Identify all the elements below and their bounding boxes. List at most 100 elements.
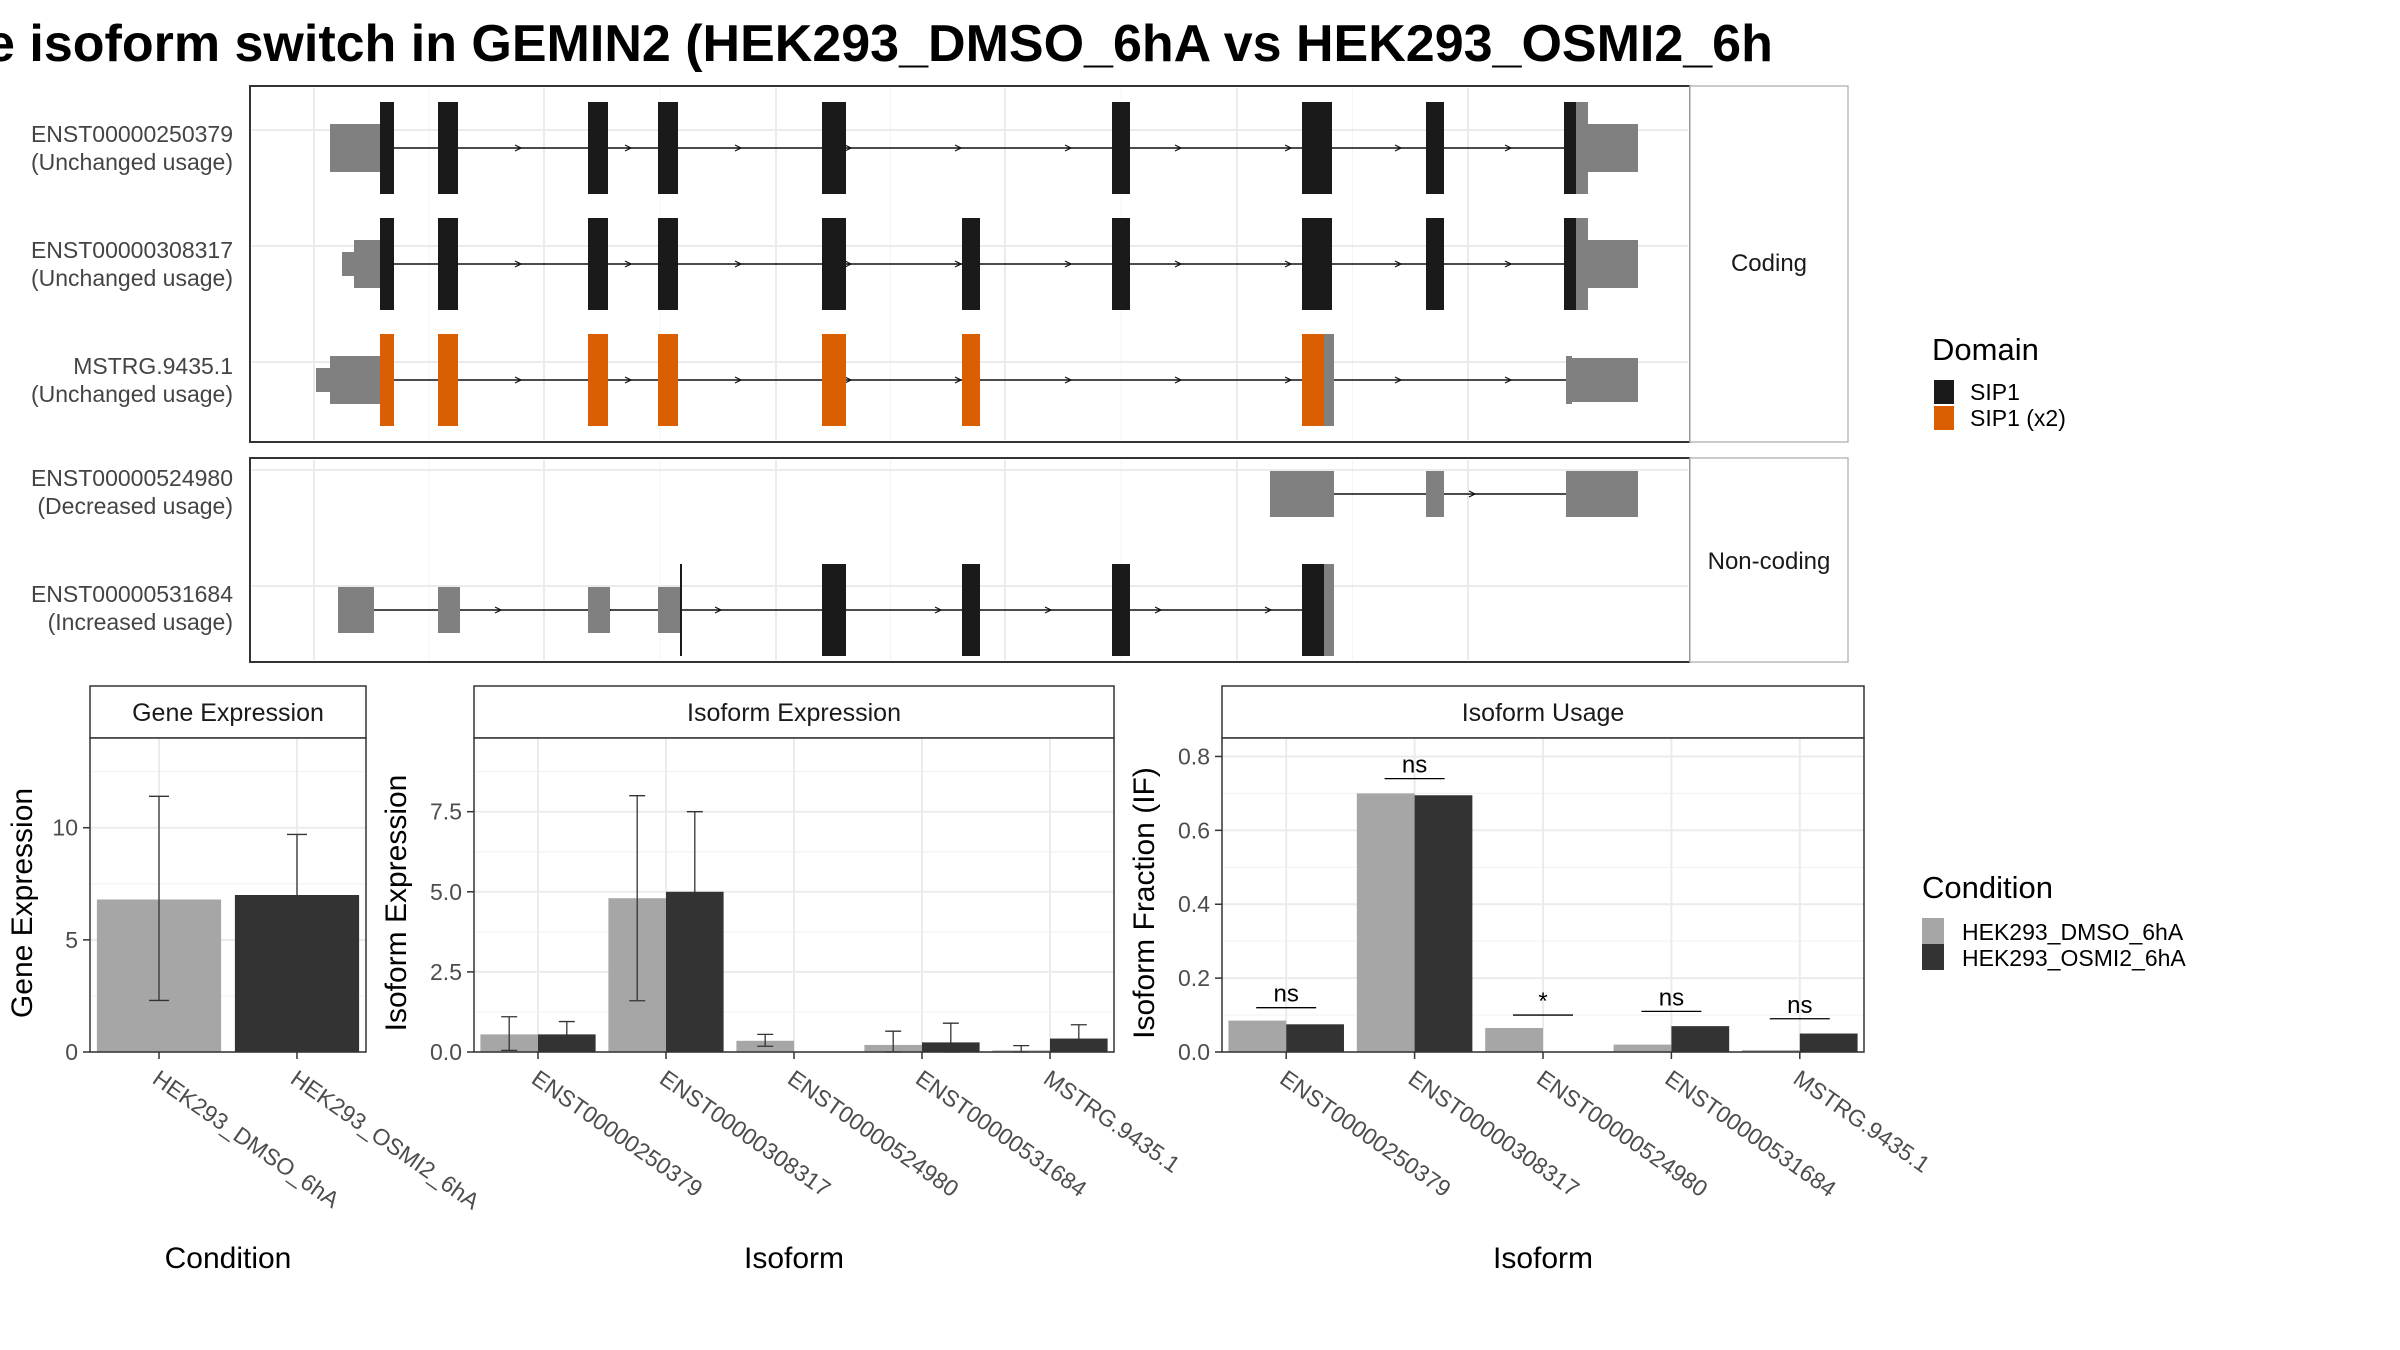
- intron-arrow: [1284, 144, 1293, 152]
- exon-block: [1566, 356, 1572, 404]
- y-tick-label: 5: [65, 927, 78, 953]
- exon-block: [1572, 358, 1638, 402]
- y-tick-label: 0: [65, 1039, 78, 1065]
- intron-arrow: [934, 606, 943, 614]
- bar-panels: Gene Expression0510HEK293_DMSO_6hAHEK293…: [6, 685, 1935, 1275]
- isoform-usage-2: (Unchanged usage): [31, 265, 233, 291]
- bar-panel-1: Gene Expression0510HEK293_DMSO_6hAHEK293…: [6, 685, 485, 1275]
- intron-arrow: [1154, 606, 1163, 614]
- exon-block: [342, 252, 354, 276]
- intron-arrow: [954, 260, 963, 268]
- intron-arrow: [734, 260, 743, 268]
- exon-block: [588, 587, 610, 633]
- intron-arrow: [1264, 606, 1273, 614]
- coding-strip-label: Coding: [1731, 250, 1807, 277]
- intron-arrow: [844, 260, 853, 268]
- exon-block: [1302, 564, 1324, 656]
- intron-arrow: [1284, 260, 1293, 268]
- exon-block: [1426, 471, 1444, 517]
- noncoding-strip: [1689, 457, 1849, 663]
- bar-dmso: [1228, 1020, 1287, 1052]
- exon-block: [1302, 218, 1332, 310]
- intron-arrow: [734, 144, 743, 152]
- intron-arrow: [494, 606, 503, 614]
- exon-block: [822, 218, 846, 310]
- bar-osmi2: [1799, 1033, 1858, 1052]
- exon-block: [1566, 471, 1638, 517]
- exon-block: [1588, 240, 1638, 288]
- exon-block: [658, 587, 680, 633]
- panel-strip-title: Isoform Usage: [1462, 699, 1625, 727]
- isoform-usage-3: (Unchanged usage): [31, 381, 233, 407]
- exon-block: [1324, 334, 1334, 426]
- y-tick-label: 10: [52, 815, 78, 841]
- intron-arrow: [1394, 260, 1403, 268]
- exon-block: [822, 102, 846, 194]
- exon-block: [1302, 334, 1324, 426]
- figure-title: e isoform switch in GEMIN2 (HEK293_DMSO_…: [0, 6, 1870, 82]
- significance-label: *: [1538, 988, 1547, 1015]
- bar-osmi2: [1671, 1026, 1730, 1052]
- exon-block: [380, 334, 394, 426]
- domain-legend-swatch-sip1x2: [1934, 406, 1954, 430]
- exon-block: [658, 102, 678, 194]
- y-axis-title: Isoform Expression: [380, 775, 413, 1032]
- exon-block: [438, 102, 458, 194]
- exon-block: [330, 124, 380, 172]
- intron-arrow: [1174, 376, 1183, 384]
- exon-block: [1324, 564, 1334, 656]
- domain-legend-swatch-sip1: [1934, 380, 1954, 404]
- domain-legend-title: Domain: [1932, 332, 2039, 367]
- bar-osmi2: [1414, 795, 1473, 1052]
- exon-block: [438, 218, 458, 310]
- bar-dmso: [1613, 1044, 1672, 1052]
- condition-legend: Condition HEK293_DMSO_6hA HEK293_OSMI2_6…: [1922, 870, 2186, 971]
- intron-arrow: [514, 376, 523, 384]
- isoform-label-4: ENST00000524980: [31, 465, 233, 491]
- exon-block: [588, 218, 608, 310]
- y-tick-label: 0.6: [1178, 817, 1210, 843]
- intron-arrow: [1044, 606, 1053, 614]
- x-axis-title: Isoform: [1493, 1242, 1593, 1275]
- condition-legend-swatch-osmi2: [1922, 944, 1944, 970]
- exon-block: [658, 334, 678, 426]
- isoform-label-1: ENST00000250379: [31, 121, 233, 147]
- intron-arrow: [1468, 490, 1477, 498]
- exon-block: [380, 218, 394, 310]
- intron-arrow: [734, 376, 743, 384]
- intron-arrow: [1174, 260, 1183, 268]
- domain-legend-item-sip1x2: SIP1 (x2): [1970, 405, 2066, 431]
- intron-arrow: [1064, 260, 1073, 268]
- isoform-label-2: ENST00000308317: [31, 237, 233, 263]
- isoform-usage-4: (Decreased usage): [37, 493, 233, 519]
- isoform-usage-1: (Unchanged usage): [31, 149, 233, 175]
- y-tick-label: 0.2: [1178, 965, 1210, 991]
- exon-block: [1112, 564, 1130, 656]
- exon-block: [588, 102, 608, 194]
- exon-block: [822, 564, 846, 656]
- y-tick-label: 2.5: [430, 959, 462, 985]
- y-tick-label: 0.0: [430, 1039, 462, 1065]
- exon-block: [1426, 102, 1444, 194]
- intron-arrow: [844, 144, 853, 152]
- condition-legend-title: Condition: [1922, 870, 2053, 905]
- exon-block: [1576, 102, 1588, 194]
- exon-block: [1426, 218, 1444, 310]
- condition-legend-item-osmi2: HEK293_OSMI2_6hA: [1962, 945, 2186, 971]
- isoform-usage-5: (Increased usage): [48, 609, 233, 635]
- exon-block: [680, 564, 682, 656]
- exon-block: [380, 102, 394, 194]
- exon-block: [438, 334, 458, 426]
- exon-block: [1112, 218, 1130, 310]
- noncoding-strip-label: Non-coding: [1708, 548, 1831, 575]
- y-axis-title: Gene Expression: [6, 788, 39, 1018]
- y-tick-label: 0.8: [1178, 743, 1210, 769]
- intron-arrow: [1504, 376, 1513, 384]
- condition-legend-swatch-dmso: [1922, 918, 1944, 944]
- intron-arrow: [714, 606, 723, 614]
- exon-block: [438, 587, 460, 633]
- exon-block: [1564, 218, 1576, 310]
- figure-title-text: e isoform switch in GEMIN2 (HEK293_DMSO_…: [0, 15, 1773, 73]
- panel-strip: [1221, 685, 1865, 739]
